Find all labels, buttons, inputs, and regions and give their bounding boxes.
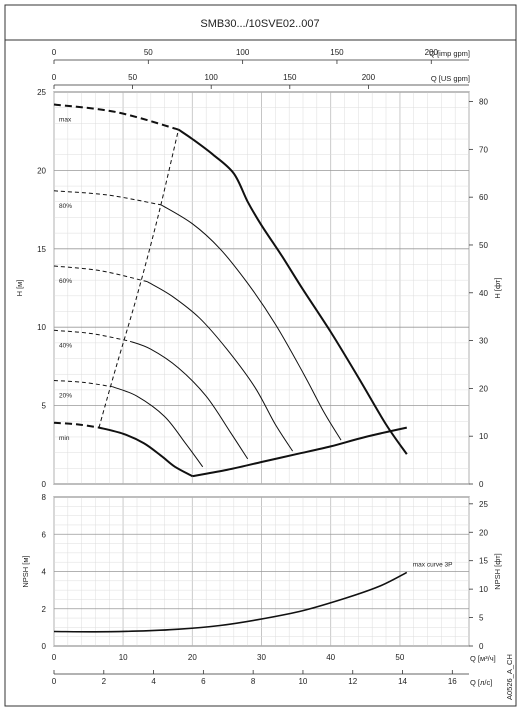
series-line-60% xyxy=(147,281,294,452)
x-bottom-tick-label: 30 xyxy=(257,653,266,662)
y-right-tick-label: 80 xyxy=(479,98,488,107)
y-tick-label: 8 xyxy=(42,493,47,502)
x-bottom-tick-label: 8 xyxy=(251,677,256,686)
outer-frame xyxy=(4,4,517,707)
x-bottom-tick-label: 2 xyxy=(102,677,107,686)
y-tick-label: 20 xyxy=(37,166,46,175)
series-line-max xyxy=(177,128,408,455)
y-right-tick-label: 40 xyxy=(479,289,488,298)
y-axis-title: H [м] xyxy=(15,280,24,297)
series-label: 20% xyxy=(59,393,72,400)
y-tick-label: 5 xyxy=(42,402,47,411)
x-bottom-tick-label: 40 xyxy=(326,653,335,662)
x-top-tick-label: 150 xyxy=(283,73,297,82)
y-axis-title: NPSH [м] xyxy=(21,555,30,587)
x-bottom-tick-label: 50 xyxy=(395,653,404,662)
y-tick-label: 25 xyxy=(37,88,46,97)
y-tick-label: 4 xyxy=(42,568,47,577)
x-bottom-tick-label: 6 xyxy=(201,677,206,686)
x-bottom-axis-title: Q [м³/ч] xyxy=(470,654,496,663)
y-right-axis-title: NPSH [фт] xyxy=(493,553,502,590)
y-right-tick-label: 50 xyxy=(479,241,488,250)
x-bottom-axis-title: Q [л/с] xyxy=(470,678,492,687)
x-top-tick-label: 150 xyxy=(330,48,344,57)
y-tick-label: 0 xyxy=(42,642,47,651)
y-right-tick-label: 5 xyxy=(479,614,484,623)
x-top-tick-label: 200 xyxy=(425,48,439,57)
series-dashed-20% xyxy=(53,380,113,388)
series-line-20% xyxy=(112,386,204,468)
chart-title: SMB30.../10SVE02..007 xyxy=(200,18,319,30)
series-line-80% xyxy=(160,204,342,441)
x-top-tick-label: 100 xyxy=(205,73,219,82)
y-tick-label: 6 xyxy=(42,530,47,539)
series-label: 80% xyxy=(59,203,72,210)
y-right-tick-label: 0 xyxy=(479,480,484,489)
series-line-npsh xyxy=(53,571,408,633)
x-top-tick-label: 0 xyxy=(52,48,57,57)
y-tick-label: 15 xyxy=(37,245,46,254)
y-right-tick-label: 20 xyxy=(479,528,488,537)
x-top-axis-title: Q [US gpm] xyxy=(431,74,470,83)
y-right-tick-label: 70 xyxy=(479,145,488,154)
x-top-tick-label: 50 xyxy=(128,73,137,82)
x-bottom-tick-label: 12 xyxy=(348,677,357,686)
x-top-tick-label: 50 xyxy=(144,48,153,57)
figure-code: A0526_A_CH xyxy=(505,654,514,700)
series-dashed-max xyxy=(53,103,179,131)
x-top-tick-label: 200 xyxy=(362,73,376,82)
y-right-axis-title: H [фт] xyxy=(493,277,502,298)
x-bottom-tick-label: 4 xyxy=(151,677,156,686)
series-line-min-limit xyxy=(98,129,179,428)
y-right-tick-label: 30 xyxy=(479,337,488,346)
x-bottom-tick-label: 20 xyxy=(188,653,197,662)
y-right-tick-label: 0 xyxy=(479,642,484,651)
y-right-tick-label: 20 xyxy=(479,384,488,393)
y-right-tick-label: 10 xyxy=(479,432,488,441)
x-top-axis-title: Q [imp gpm] xyxy=(429,49,470,58)
x-bottom-tick-label: 0 xyxy=(52,653,57,662)
series-label: 60% xyxy=(59,278,72,285)
x-top-tick-label: 100 xyxy=(236,48,250,57)
series-label: min xyxy=(59,435,70,442)
series-label: 40% xyxy=(59,342,72,349)
series-label: max curve 3P xyxy=(413,561,453,568)
x-top-tick-label: 0 xyxy=(52,73,57,82)
y-tick-label: 2 xyxy=(42,605,47,614)
series-line-min xyxy=(98,426,193,478)
y-right-tick-label: 25 xyxy=(479,500,488,509)
y-right-tick-label: 15 xyxy=(479,557,488,566)
y-tick-label: 0 xyxy=(42,480,47,489)
series-dashed-min xyxy=(53,421,100,429)
series-dashed-40% xyxy=(53,329,131,342)
y-right-tick-label: 10 xyxy=(479,585,488,594)
x-bottom-tick-label: 16 xyxy=(448,677,457,686)
x-bottom-tick-label: 10 xyxy=(298,677,307,686)
series-dashed-60% xyxy=(53,265,148,283)
y-tick-label: 10 xyxy=(37,323,46,332)
x-bottom-tick-label: 14 xyxy=(398,677,407,686)
series-label: max xyxy=(59,117,72,124)
series-line-end-of-curve xyxy=(192,426,408,478)
x-bottom-tick-label: 0 xyxy=(52,677,57,686)
y-right-tick-label: 60 xyxy=(479,193,488,202)
x-bottom-tick-label: 10 xyxy=(119,653,128,662)
series-line-40% xyxy=(129,340,249,460)
